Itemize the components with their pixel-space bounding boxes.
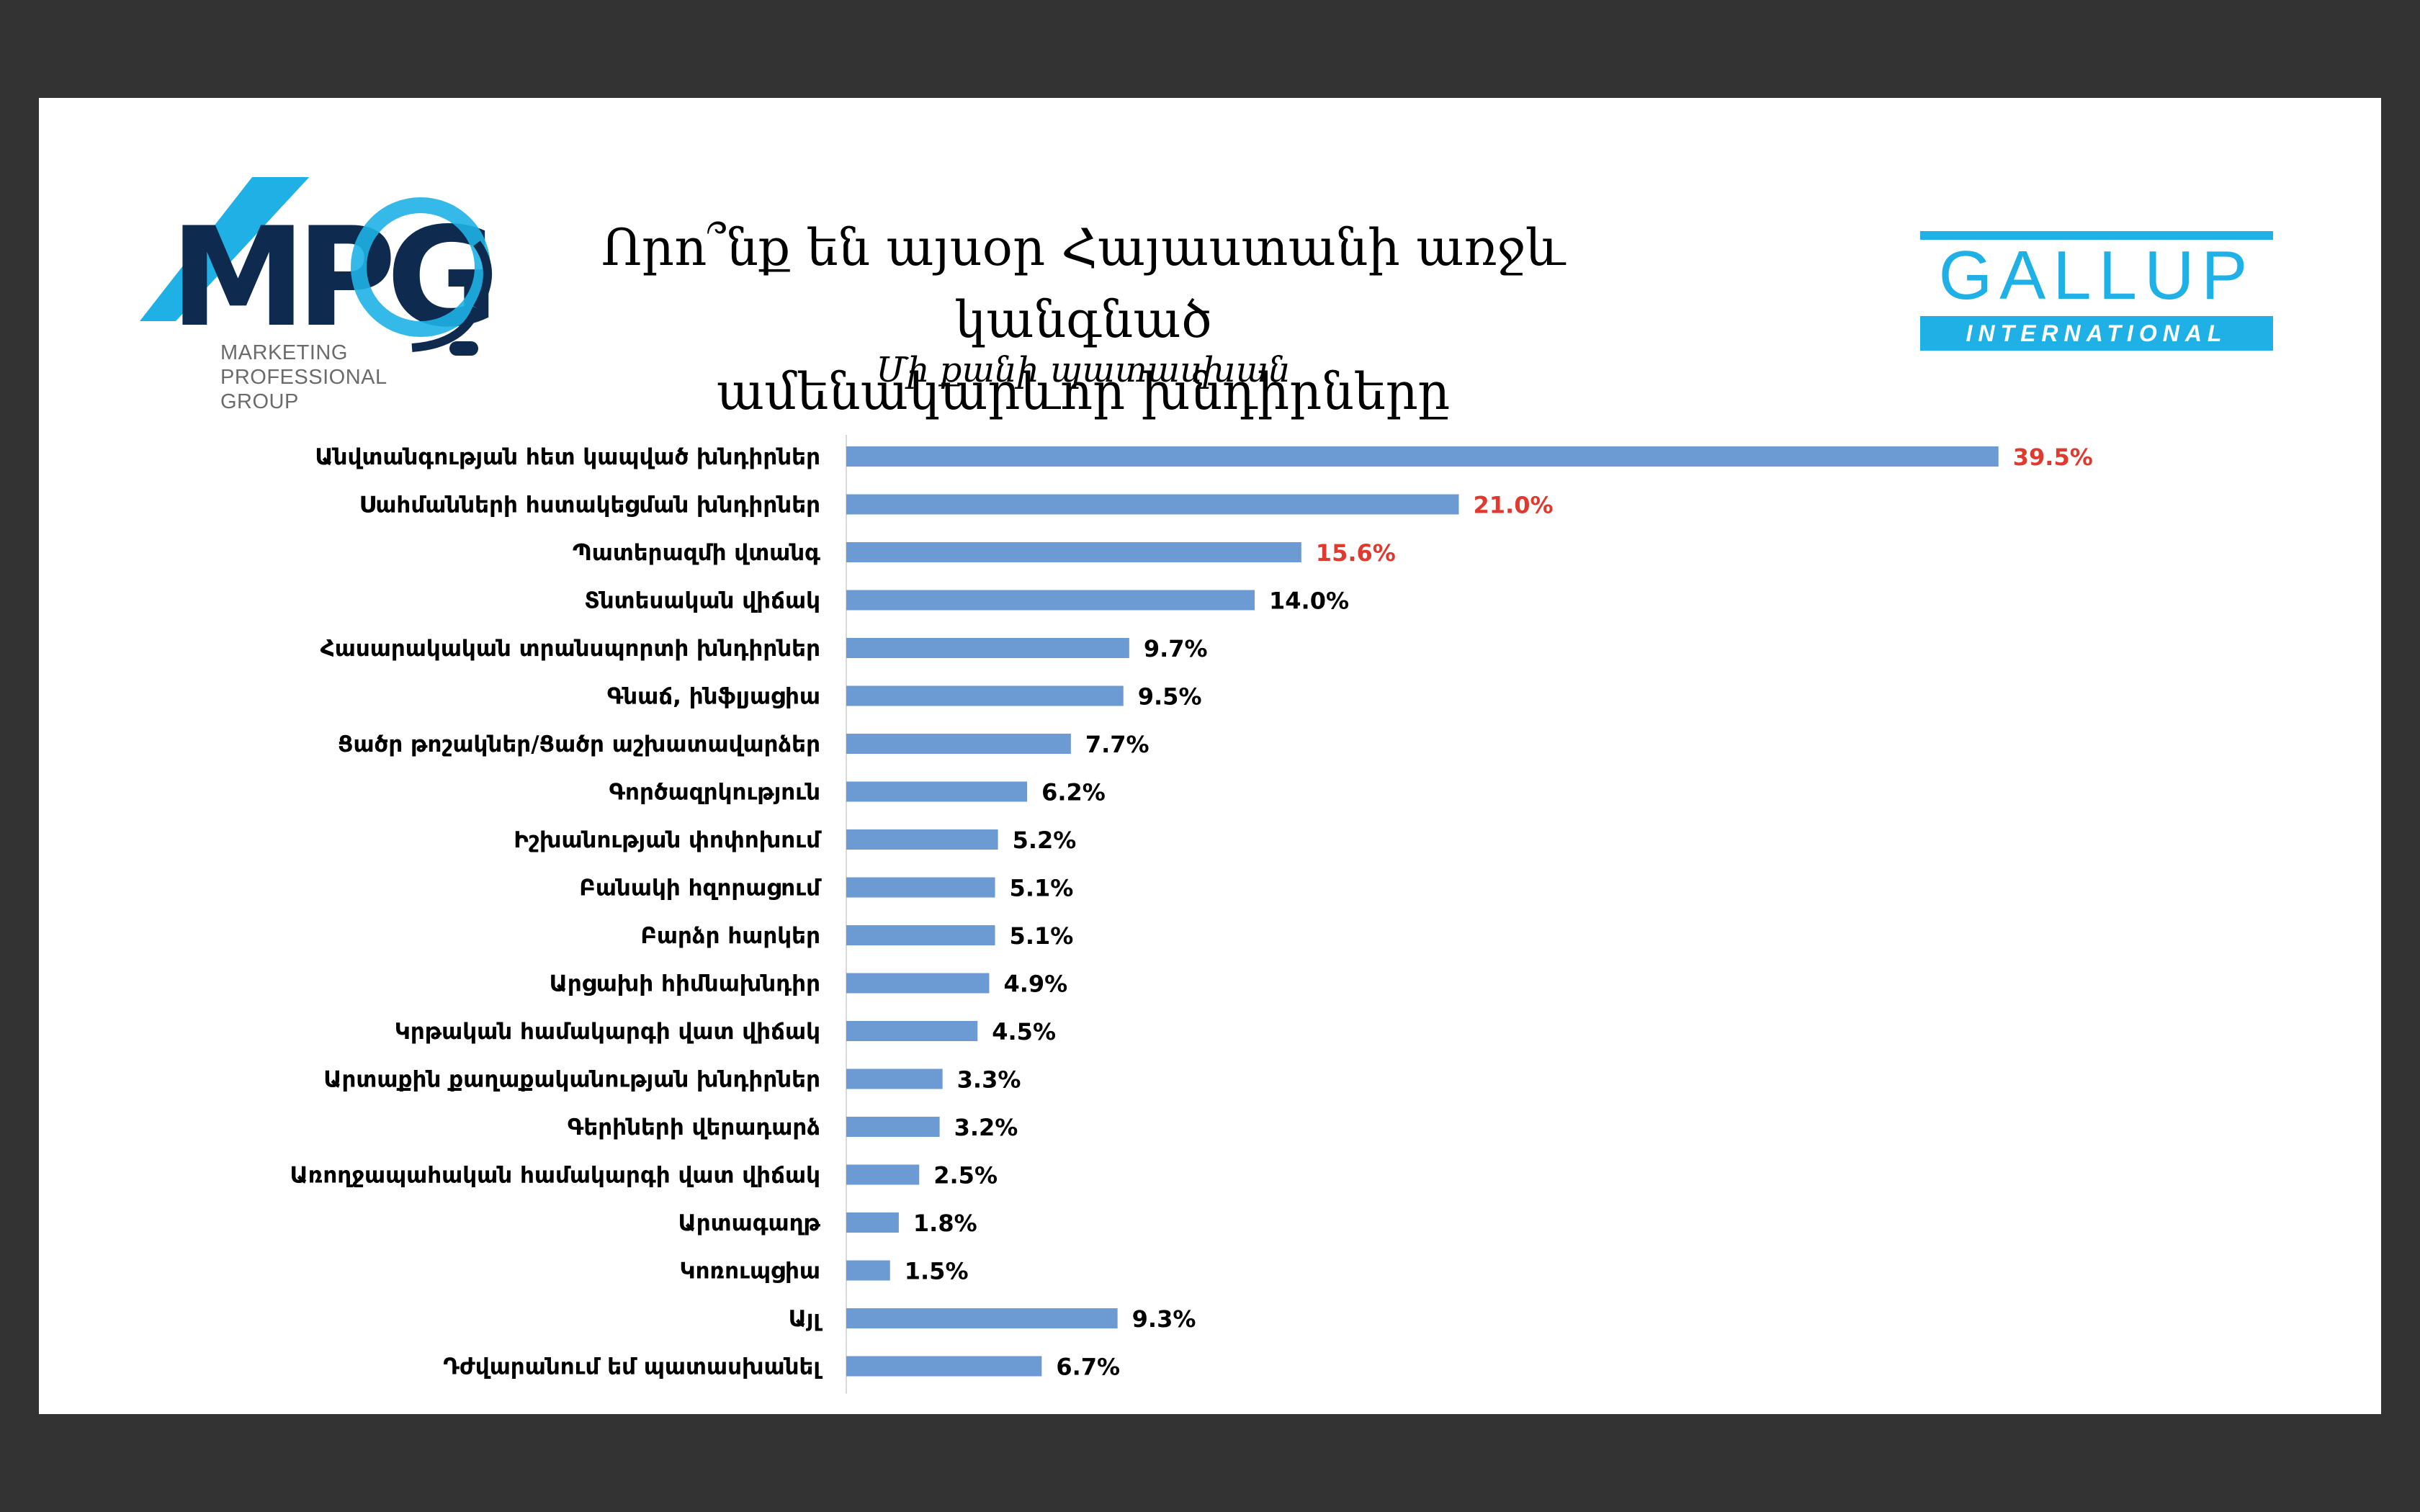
value-label: 6.7% xyxy=(1056,1354,1120,1381)
value-label: 5.1% xyxy=(1010,875,1074,902)
bar xyxy=(846,494,1459,515)
category-label: Բարձր հարկեր xyxy=(640,923,820,949)
value-label: 15.6% xyxy=(1316,539,1396,567)
category-label: Սահմանների հստակեցման խնդիրներ xyxy=(359,492,820,518)
value-label: 2.5% xyxy=(933,1162,998,1189)
bar xyxy=(846,638,1129,658)
category-label: Կոռուպցիա xyxy=(680,1259,820,1284)
bar xyxy=(846,1164,920,1185)
bar xyxy=(846,1068,943,1089)
gallup-subtitle: INTERNATIONAL xyxy=(1920,316,2273,351)
value-label: 7.7% xyxy=(1085,731,1150,758)
category-label: Ցածր թոշակներ/Ցածր աշխատավարձեր xyxy=(338,732,820,757)
category-label: Արցախի հիմնախնդիր xyxy=(550,971,820,997)
mpg-tagline-line-1: MARKETING xyxy=(220,341,348,364)
bar xyxy=(846,829,998,850)
bar xyxy=(846,925,995,945)
slide: MPG MARKETING PROFESSIONAL GROUP Որո՞նք … xyxy=(39,98,2381,1414)
bar xyxy=(846,781,1028,802)
value-label: 1.5% xyxy=(905,1258,969,1285)
chart-title-line-1: Որո՞նք են այսօր Հայաստանի առջև կանգնած xyxy=(601,218,1566,349)
gallup-wordmark: GALLUP xyxy=(1938,237,2255,314)
chart-subtitle: Մի քանի պատասխան xyxy=(876,350,1291,390)
bar xyxy=(846,973,990,994)
value-label: 14.0% xyxy=(1269,588,1349,615)
mpg-tagline-line-3: GROUP xyxy=(220,390,299,413)
bar xyxy=(846,1308,1118,1328)
category-label: Այլ xyxy=(789,1306,823,1332)
value-label: 3.3% xyxy=(957,1066,1021,1094)
bar xyxy=(846,1356,1042,1377)
bar xyxy=(846,1021,978,1041)
category-label: Արտաքին քաղաքականության խնդիրներ xyxy=(323,1067,820,1093)
mpg-logo: MPG xyxy=(140,177,498,357)
mpg-checkmark xyxy=(140,177,310,321)
mpg-g-ring xyxy=(351,197,490,337)
chart-title: Որո՞նք են այսօր Հայաստանի առջև կանգնած ա… xyxy=(543,212,1623,428)
chart-title-line-2: ամենակարևոր խնդիրները xyxy=(716,362,1451,421)
mpg-tagline: MARKETING PROFESSIONAL GROUP xyxy=(220,341,387,414)
bar xyxy=(846,590,1255,611)
bar xyxy=(846,446,1999,467)
category-label: Արտագաղթ xyxy=(678,1210,821,1236)
value-label: 4.5% xyxy=(992,1018,1056,1045)
value-label: 9.5% xyxy=(1138,683,1202,711)
bar xyxy=(846,542,1301,562)
value-label: 5.1% xyxy=(1010,922,1074,950)
bar xyxy=(846,1260,890,1281)
category-label: Առողջապահական համակարգի վատ վիճակ xyxy=(290,1163,820,1189)
bar xyxy=(846,877,995,898)
headset-mic-icon xyxy=(449,341,478,356)
value-label: 39.5% xyxy=(2013,444,2093,471)
category-label: Անվտանգության հետ կապված խնդիրներ xyxy=(315,444,820,470)
category-label: Բանակի հզորացում xyxy=(579,876,822,901)
bar xyxy=(846,1212,899,1233)
headset-icon xyxy=(411,240,492,352)
value-label: 6.2% xyxy=(1041,779,1106,806)
bar xyxy=(846,734,1071,754)
value-label: 9.7% xyxy=(1144,635,1208,662)
category-label: Գնաճ, ինֆլյացիա xyxy=(607,684,820,710)
bar-chart: Անվտանգության հետ կապված խնդիրներ 39.5% Սա… xyxy=(290,435,2093,1394)
value-label: 5.2% xyxy=(1013,827,1077,854)
category-label: Իշխանության փոփոխում xyxy=(514,827,822,853)
bar xyxy=(846,1117,940,1137)
value-label: 1.8% xyxy=(913,1210,977,1237)
gallup-logo: GALLUP INTERNATIONAL xyxy=(1920,231,2273,351)
category-label: Տնտեսական վիճակ xyxy=(584,588,820,614)
value-label: 3.2% xyxy=(954,1114,1018,1141)
category-label: Գերիների վերադարձ xyxy=(568,1115,820,1140)
category-label: Հասարակական տրանսպորտի խնդիրներ xyxy=(321,636,820,662)
category-label: Կրթական համակարգի վատ վիճակ xyxy=(395,1019,820,1045)
category-label: Դժվարանում եմ պատասխանել xyxy=(443,1354,823,1380)
value-label: 9.3% xyxy=(1132,1305,1196,1333)
value-label: 21.0% xyxy=(1474,492,1554,519)
category-label: Գործազրկություն xyxy=(609,780,820,806)
category-label: Պատերազմի վտանգ xyxy=(573,540,820,566)
gallup-top-rule xyxy=(1920,231,2273,240)
value-label: 4.9% xyxy=(1003,971,1067,998)
mpg-tagline-line-2: PROFESSIONAL xyxy=(220,366,387,389)
bar xyxy=(846,685,1124,706)
